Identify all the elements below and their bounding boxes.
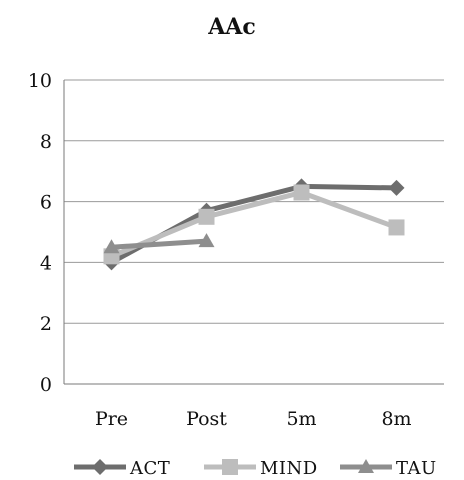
legend-marker-tau: [358, 459, 374, 473]
data-point-mind: [293, 184, 310, 201]
x-tick-label: 5m: [286, 408, 316, 430]
series-line-tau: [111, 238, 207, 250]
y-tick-label: 4: [40, 252, 52, 274]
legend-marker-act: [92, 459, 108, 475]
x-tick-label: 8m: [381, 408, 411, 430]
legend-label-tau: TAU: [396, 458, 437, 479]
chart-title: AAc: [208, 14, 256, 40]
y-tick-label: 0: [40, 374, 52, 396]
data-point-act: [388, 179, 405, 196]
series-line-mind: [110, 189, 398, 259]
y-tick-label: 6: [40, 192, 52, 214]
data-point-mind: [388, 219, 405, 236]
data-point-tau: [103, 239, 120, 254]
legend-label-act: ACT: [129, 458, 170, 479]
legend-marker-mind: [222, 459, 238, 475]
y-tick-label: 10: [28, 70, 52, 92]
x-tick-label: Post: [186, 408, 227, 430]
legend-label-mind: MIND: [260, 458, 318, 479]
y-tick-label: 2: [40, 313, 52, 335]
data-point-tau: [198, 233, 215, 248]
x-tick-label: Pre: [95, 408, 128, 430]
y-tick-label: 8: [40, 131, 52, 153]
series-line-act: [110, 183, 397, 265]
data-point-mind: [198, 208, 215, 225]
